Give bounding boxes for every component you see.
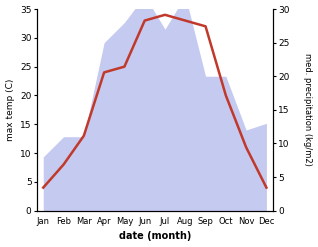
Y-axis label: max temp (C): max temp (C) bbox=[5, 79, 15, 141]
Y-axis label: med. precipitation (kg/m2): med. precipitation (kg/m2) bbox=[303, 53, 313, 166]
X-axis label: date (month): date (month) bbox=[119, 231, 191, 242]
